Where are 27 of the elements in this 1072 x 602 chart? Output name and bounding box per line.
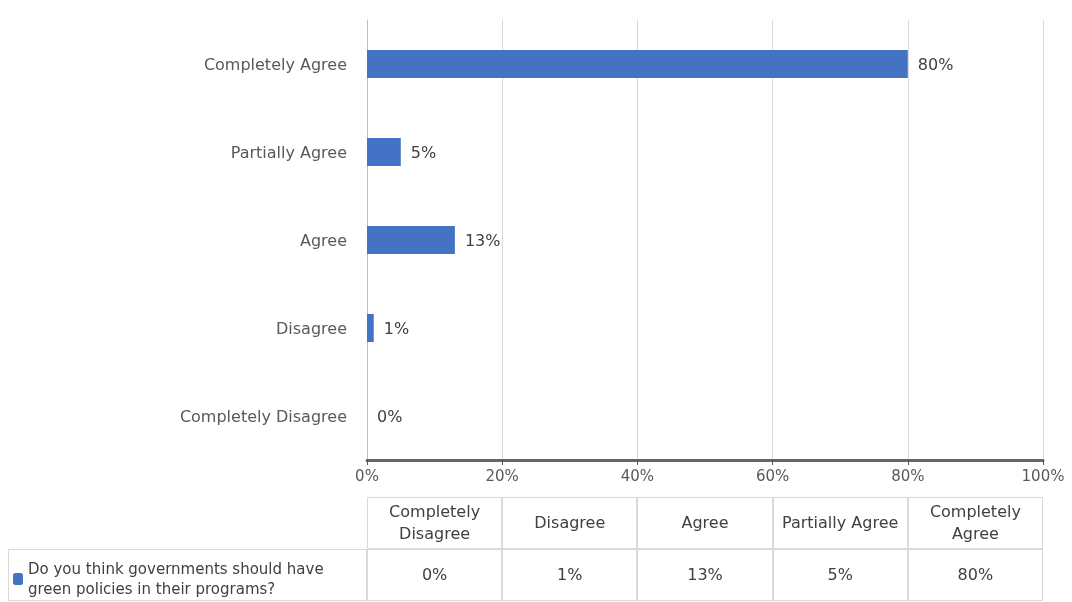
category-label: Completely Disagree [389,502,481,543]
category-label: Completely Agree [929,502,1021,543]
x-tick-label: 80% [891,466,925,485]
text: 1% [557,565,583,584]
text: 0% [421,565,448,584]
text: 5% [827,565,853,584]
data-label: 0% [377,406,403,426]
data-label: 1% [383,318,410,338]
x-tick-label: 0% [355,466,379,485]
y-tick-label: Completely Disagree [179,406,347,426]
data-label: 13% [464,230,501,250]
y-tick-label: Partially Agree [230,142,347,162]
y-tick-label: Agree [299,230,347,250]
category-label: Disagree [534,513,606,532]
y-tick-label: Disagree [276,318,347,338]
text: 80% [957,565,994,584]
x-tick-label: 20% [485,466,519,485]
y-tick-label: Completely Agree [203,54,347,74]
x-tick-label: 40% [620,466,655,485]
x-tick-label: 60% [755,466,790,485]
data-label: 5% [410,142,437,162]
category-label: Partially Agree [782,513,899,532]
category-label: Agree [681,513,729,532]
text: 13% [687,565,723,584]
data-label: 80% [917,54,954,74]
legend-label: Do you think governments should have green policies in their programs? [28,560,329,598]
x-tick-label: 100% [1021,466,1065,485]
